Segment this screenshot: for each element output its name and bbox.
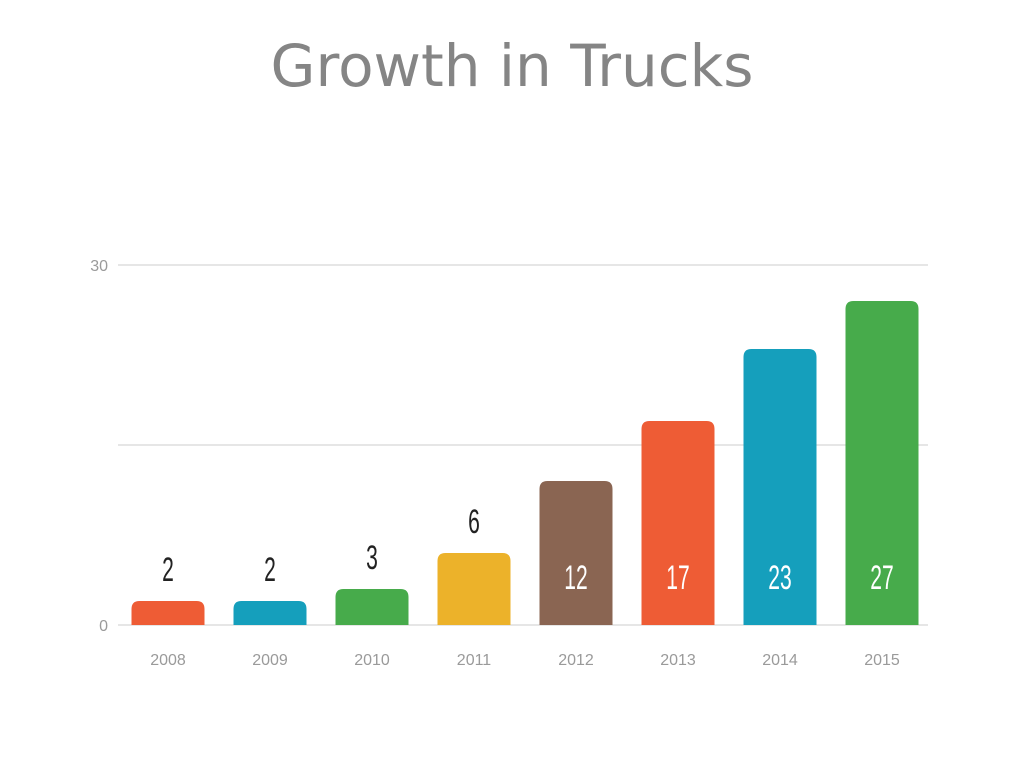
y-axis-ticks: 0 30 bbox=[90, 258, 108, 635]
bar-2009 bbox=[233, 601, 307, 625]
y-tick-label: 30 bbox=[90, 258, 108, 275]
bar-2011 bbox=[437, 553, 511, 625]
x-axis-ticks: 2008 2009 2010 2011 2012 2013 2014 2015 bbox=[150, 652, 900, 669]
bar-2010 bbox=[335, 589, 409, 625]
data-label-2013: 17 bbox=[666, 558, 689, 596]
x-tick-label-2014: 2014 bbox=[762, 652, 798, 669]
x-tick-label-2011: 2011 bbox=[457, 652, 492, 669]
bars bbox=[131, 301, 919, 625]
x-tick-label-2012: 2012 bbox=[558, 652, 594, 669]
bar-2014 bbox=[743, 349, 817, 625]
data-label-2012: 12 bbox=[564, 558, 587, 596]
x-tick-label-2010: 2010 bbox=[354, 652, 390, 669]
data-label-2011: 6 bbox=[468, 502, 480, 540]
x-tick-label-2013: 2013 bbox=[660, 652, 696, 669]
x-tick-label-2009: 2009 bbox=[252, 652, 288, 669]
bar-2008 bbox=[131, 601, 205, 625]
data-label-2014: 23 bbox=[768, 558, 791, 596]
x-tick-label-2008: 2008 bbox=[150, 652, 186, 669]
data-label-2008: 2 bbox=[162, 550, 174, 588]
bar-2015 bbox=[845, 301, 919, 625]
chart-title: Growth in Trucks bbox=[270, 32, 754, 100]
bar-2013 bbox=[641, 421, 715, 625]
x-tick-label-2015: 2015 bbox=[864, 652, 900, 669]
data-label-2010: 3 bbox=[366, 538, 378, 576]
data-label-2015: 27 bbox=[870, 558, 893, 596]
y-tick-label: 0 bbox=[99, 618, 108, 635]
bar-2012 bbox=[539, 481, 613, 625]
data-label-2009: 2 bbox=[264, 550, 276, 588]
